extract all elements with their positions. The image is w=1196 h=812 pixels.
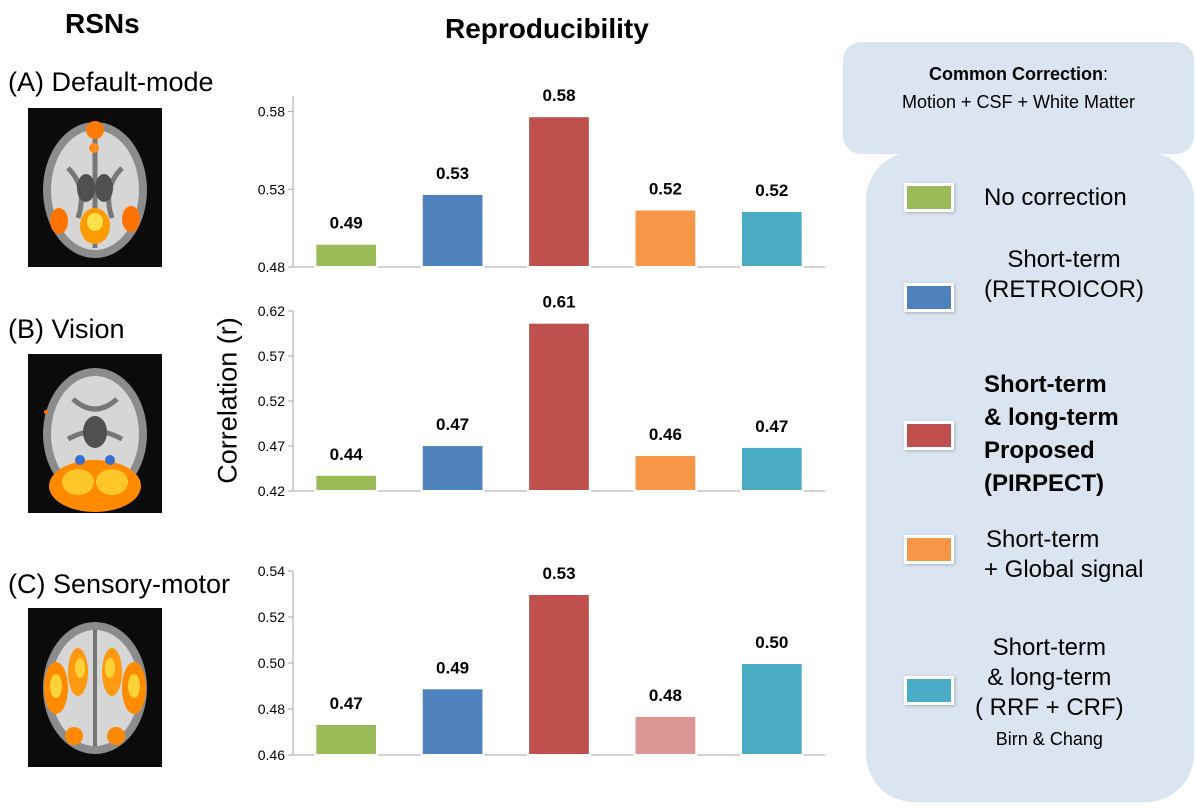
legend-label-no-correction: No correction <box>984 183 1127 213</box>
y-tick-label: 0.47 <box>258 438 285 454</box>
y-tick-label: 0.46 <box>258 747 285 763</box>
legend-label-retroicor: Short-term (RETROICOR) <box>984 245 1144 305</box>
common-correction-title: Common Correction <box>928 64 1103 84</box>
panel-b-label: (B) Vision <box>8 314 125 344</box>
legend-swatch-global-signal <box>904 535 954 564</box>
bar-value-label: 0.46 <box>649 425 682 444</box>
legend-label-birn-chang: Short-term & long-term ( RRF + CRF) Birn… <box>975 633 1124 754</box>
legend-swatch-no-correction <box>904 183 954 212</box>
y-tick-label: 0.50 <box>258 655 285 671</box>
bar-4 <box>633 714 698 757</box>
default-mode-brain-map <box>28 108 162 267</box>
bar-value-label: 0.48 <box>649 686 682 705</box>
bar-5 <box>739 445 804 492</box>
legend-swatch-birn-chang <box>904 676 954 705</box>
y-tick-label: 0.58 <box>258 104 285 120</box>
bar-value-label: 0.52 <box>755 181 788 200</box>
legend-note: Birn & Chang <box>995 729 1103 749</box>
legend-line: & long-term <box>987 664 1112 691</box>
bar-value-label: 0.52 <box>649 179 682 198</box>
legend-label-global-signal: Short-term + Global signal <box>984 525 1143 585</box>
bar-value-label: 0.53 <box>542 564 575 583</box>
bar-1 <box>314 473 379 492</box>
bar-5 <box>739 662 804 756</box>
bar-4 <box>633 208 698 268</box>
chart-sensory-motor: 0.46 0.48 0.50 0.52 0.54 0.47 0.49 0.53 0.48 0.50 <box>258 563 825 763</box>
rsns-header: RSNs <box>65 8 140 39</box>
y-tick-label: 0.52 <box>258 393 285 409</box>
legend-line: Proposed <box>984 437 1095 464</box>
chart-default-mode: 0.48 0.53 0.58 0.49 0.53 0.58 0.52 0.52 <box>258 86 825 275</box>
chart-default-mode: 0.48 0.53 0.58 0.49 0.53 0.58 0.52 0.52 0.42 0.47… <box>258 86 825 763</box>
y-tick-label: 0.48 <box>258 701 285 717</box>
bar-3 <box>527 115 591 268</box>
bar-3 <box>527 593 591 756</box>
legend-line: (RETROICOR) <box>984 276 1144 303</box>
bar-value-label: 0.61 <box>542 293 575 312</box>
bar-value-label: 0.47 <box>436 415 469 434</box>
legend-line: No correction <box>984 184 1127 211</box>
bar-value-label: 0.44 <box>330 445 364 464</box>
bar-1 <box>314 722 379 757</box>
bar-value-label: 0.47 <box>755 417 788 436</box>
common-correction-box <box>843 42 1194 154</box>
panel-a-label: (A) Default-mode <box>8 67 214 97</box>
y-tick-label: 0.53 <box>258 181 285 197</box>
bar-value-label: 0.58 <box>542 86 575 105</box>
common-correction-text: Common Correction: Motion + CSF + White … <box>843 60 1194 116</box>
legend-line: Short-term <box>986 526 1100 553</box>
sensory-motor-brain-map <box>28 608 162 767</box>
bar-1 <box>314 242 379 269</box>
bar-value-label: 0.50 <box>755 633 788 652</box>
bar-value-label: 0.53 <box>436 164 469 183</box>
panel-c-label: (C) Sensory-motor <box>8 569 231 599</box>
bar-value-label: 0.47 <box>330 694 363 713</box>
bar-2 <box>420 444 485 493</box>
bar-value-label: 0.49 <box>330 214 363 233</box>
bar-2 <box>420 192 485 269</box>
legend-line: + Global signal <box>984 556 1144 583</box>
legend-label-pirpect: Short-term & long-term Proposed (PIRPECT… <box>984 368 1119 500</box>
legend-line: (PIRPECT) <box>984 470 1104 497</box>
reproducibility-header: Reproducibility <box>445 13 649 44</box>
vision-brain-map <box>28 354 162 513</box>
y-tick-label: 0.42 <box>258 483 285 499</box>
y-tick-label: 0.62 <box>258 303 285 319</box>
legend-line: Short-term <box>1007 246 1121 273</box>
y-tick-label: 0.48 <box>258 259 285 275</box>
y-tick-label: 0.57 <box>258 348 285 364</box>
bar-3 <box>527 321 591 493</box>
legend-line: ( RRF + CRF) <box>975 694 1124 721</box>
bar-4 <box>633 454 698 492</box>
legend-line: & long-term <box>984 404 1119 431</box>
bar-5 <box>739 210 804 268</box>
chart-vision: 0.42 0.47 0.52 0.57 0.62 0.44 0.47 0.61 0.46 0.47 <box>258 293 825 499</box>
y-tick-label: 0.52 <box>258 609 285 625</box>
legend-line: Short-term <box>992 634 1106 661</box>
legend-swatch-retroicor <box>904 283 954 312</box>
y-tick-label: 0.54 <box>258 563 285 579</box>
common-correction-colon: : <box>1103 64 1109 84</box>
bar-2 <box>420 687 485 756</box>
legend-line: Short-term <box>984 371 1107 398</box>
bar-value-label: 0.49 <box>436 658 469 677</box>
legend-swatch-pirpect <box>904 421 954 450</box>
common-correction-detail: Motion + CSF + White Matter <box>901 92 1136 112</box>
